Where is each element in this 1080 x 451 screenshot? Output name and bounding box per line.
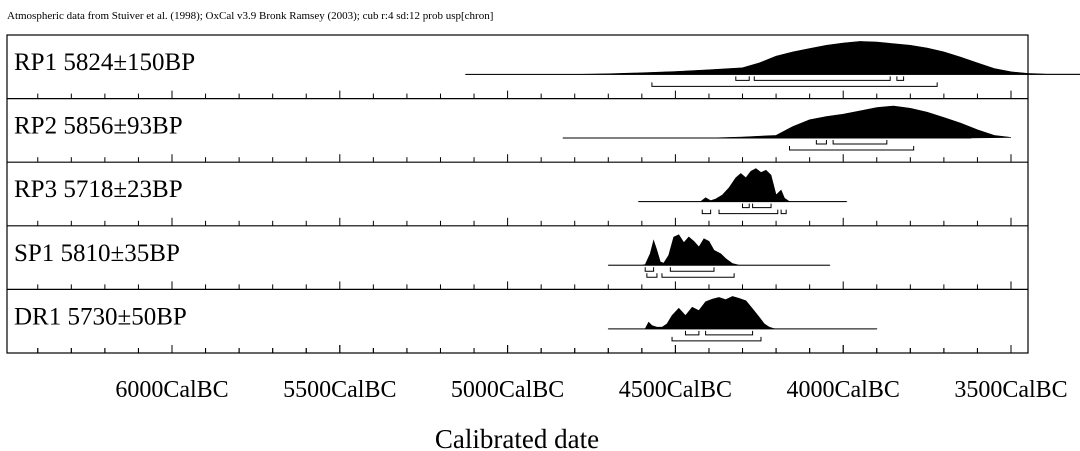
sample-panel: DR1 5730±50BP	[7, 288, 1028, 353]
range-bracket	[651, 82, 938, 87]
plot-frame	[6, 34, 1029, 354]
x-tick-label: 5000CalBC	[451, 377, 564, 403]
x-axis: 6000CalBC 5500CalBC 5000CalBC 4500CalBC 4000…	[37, 345, 1068, 403]
range-bracket	[753, 76, 891, 81]
range-bracket	[705, 330, 754, 336]
range-bracket	[815, 140, 827, 145]
x-tick-label: 6000CalBC	[115, 377, 228, 403]
range-bracket	[669, 267, 715, 272]
sample-panel: RP1 5824±150BP	[14, 41, 1080, 99]
probability-distribution	[637, 168, 848, 202]
sample-panel: RP3 5718±23BP	[7, 161, 1028, 226]
x-tick-label: 5500CalBC	[283, 377, 396, 403]
sample-label: RP3 5718±23BP	[14, 176, 183, 203]
range-bracket	[646, 273, 658, 278]
probability-distribution	[562, 105, 1012, 139]
x-tick-label: 4500CalBC	[619, 377, 732, 403]
sample-label: SP1 5810±35BP	[14, 240, 180, 267]
probability-distribution	[607, 296, 878, 330]
range-bracket	[671, 336, 762, 342]
range-bracket	[789, 146, 915, 151]
range-bracket	[742, 203, 750, 209]
header-text: Atmospheric data from Stuiver et al. (19…	[7, 10, 493, 22]
sample-label: RP1 5824±150BP	[14, 49, 195, 76]
sample-panel: RP2 5856±93BP	[7, 97, 1028, 163]
range-bracket	[644, 267, 655, 272]
range-bracket	[735, 76, 750, 81]
range-bracket	[701, 209, 712, 215]
range-bracket	[684, 330, 700, 336]
sample-panel: SP1 5810±35BP	[7, 225, 1028, 290]
range-bracket	[896, 76, 905, 81]
x-axis-label: Calibrated date	[435, 424, 599, 451]
sample-label: RP2 5856±93BP	[14, 113, 183, 140]
x-tick-label: 4000CalBC	[787, 377, 900, 403]
sample-panels: RP1 5824±150BP RP2 5856±93BP RP3 5718±23BP…	[7, 41, 1080, 353]
range-bracket	[752, 203, 772, 209]
range-bracket	[780, 209, 787, 215]
probability-distribution	[607, 234, 831, 266]
range-bracket	[661, 273, 735, 278]
probability-distribution	[464, 41, 1080, 75]
range-bracket	[718, 209, 779, 215]
x-tick-label: 3500CalBC	[954, 377, 1067, 403]
sample-label: DR1 5730±50BP	[14, 303, 187, 330]
range-bracket	[832, 140, 888, 145]
